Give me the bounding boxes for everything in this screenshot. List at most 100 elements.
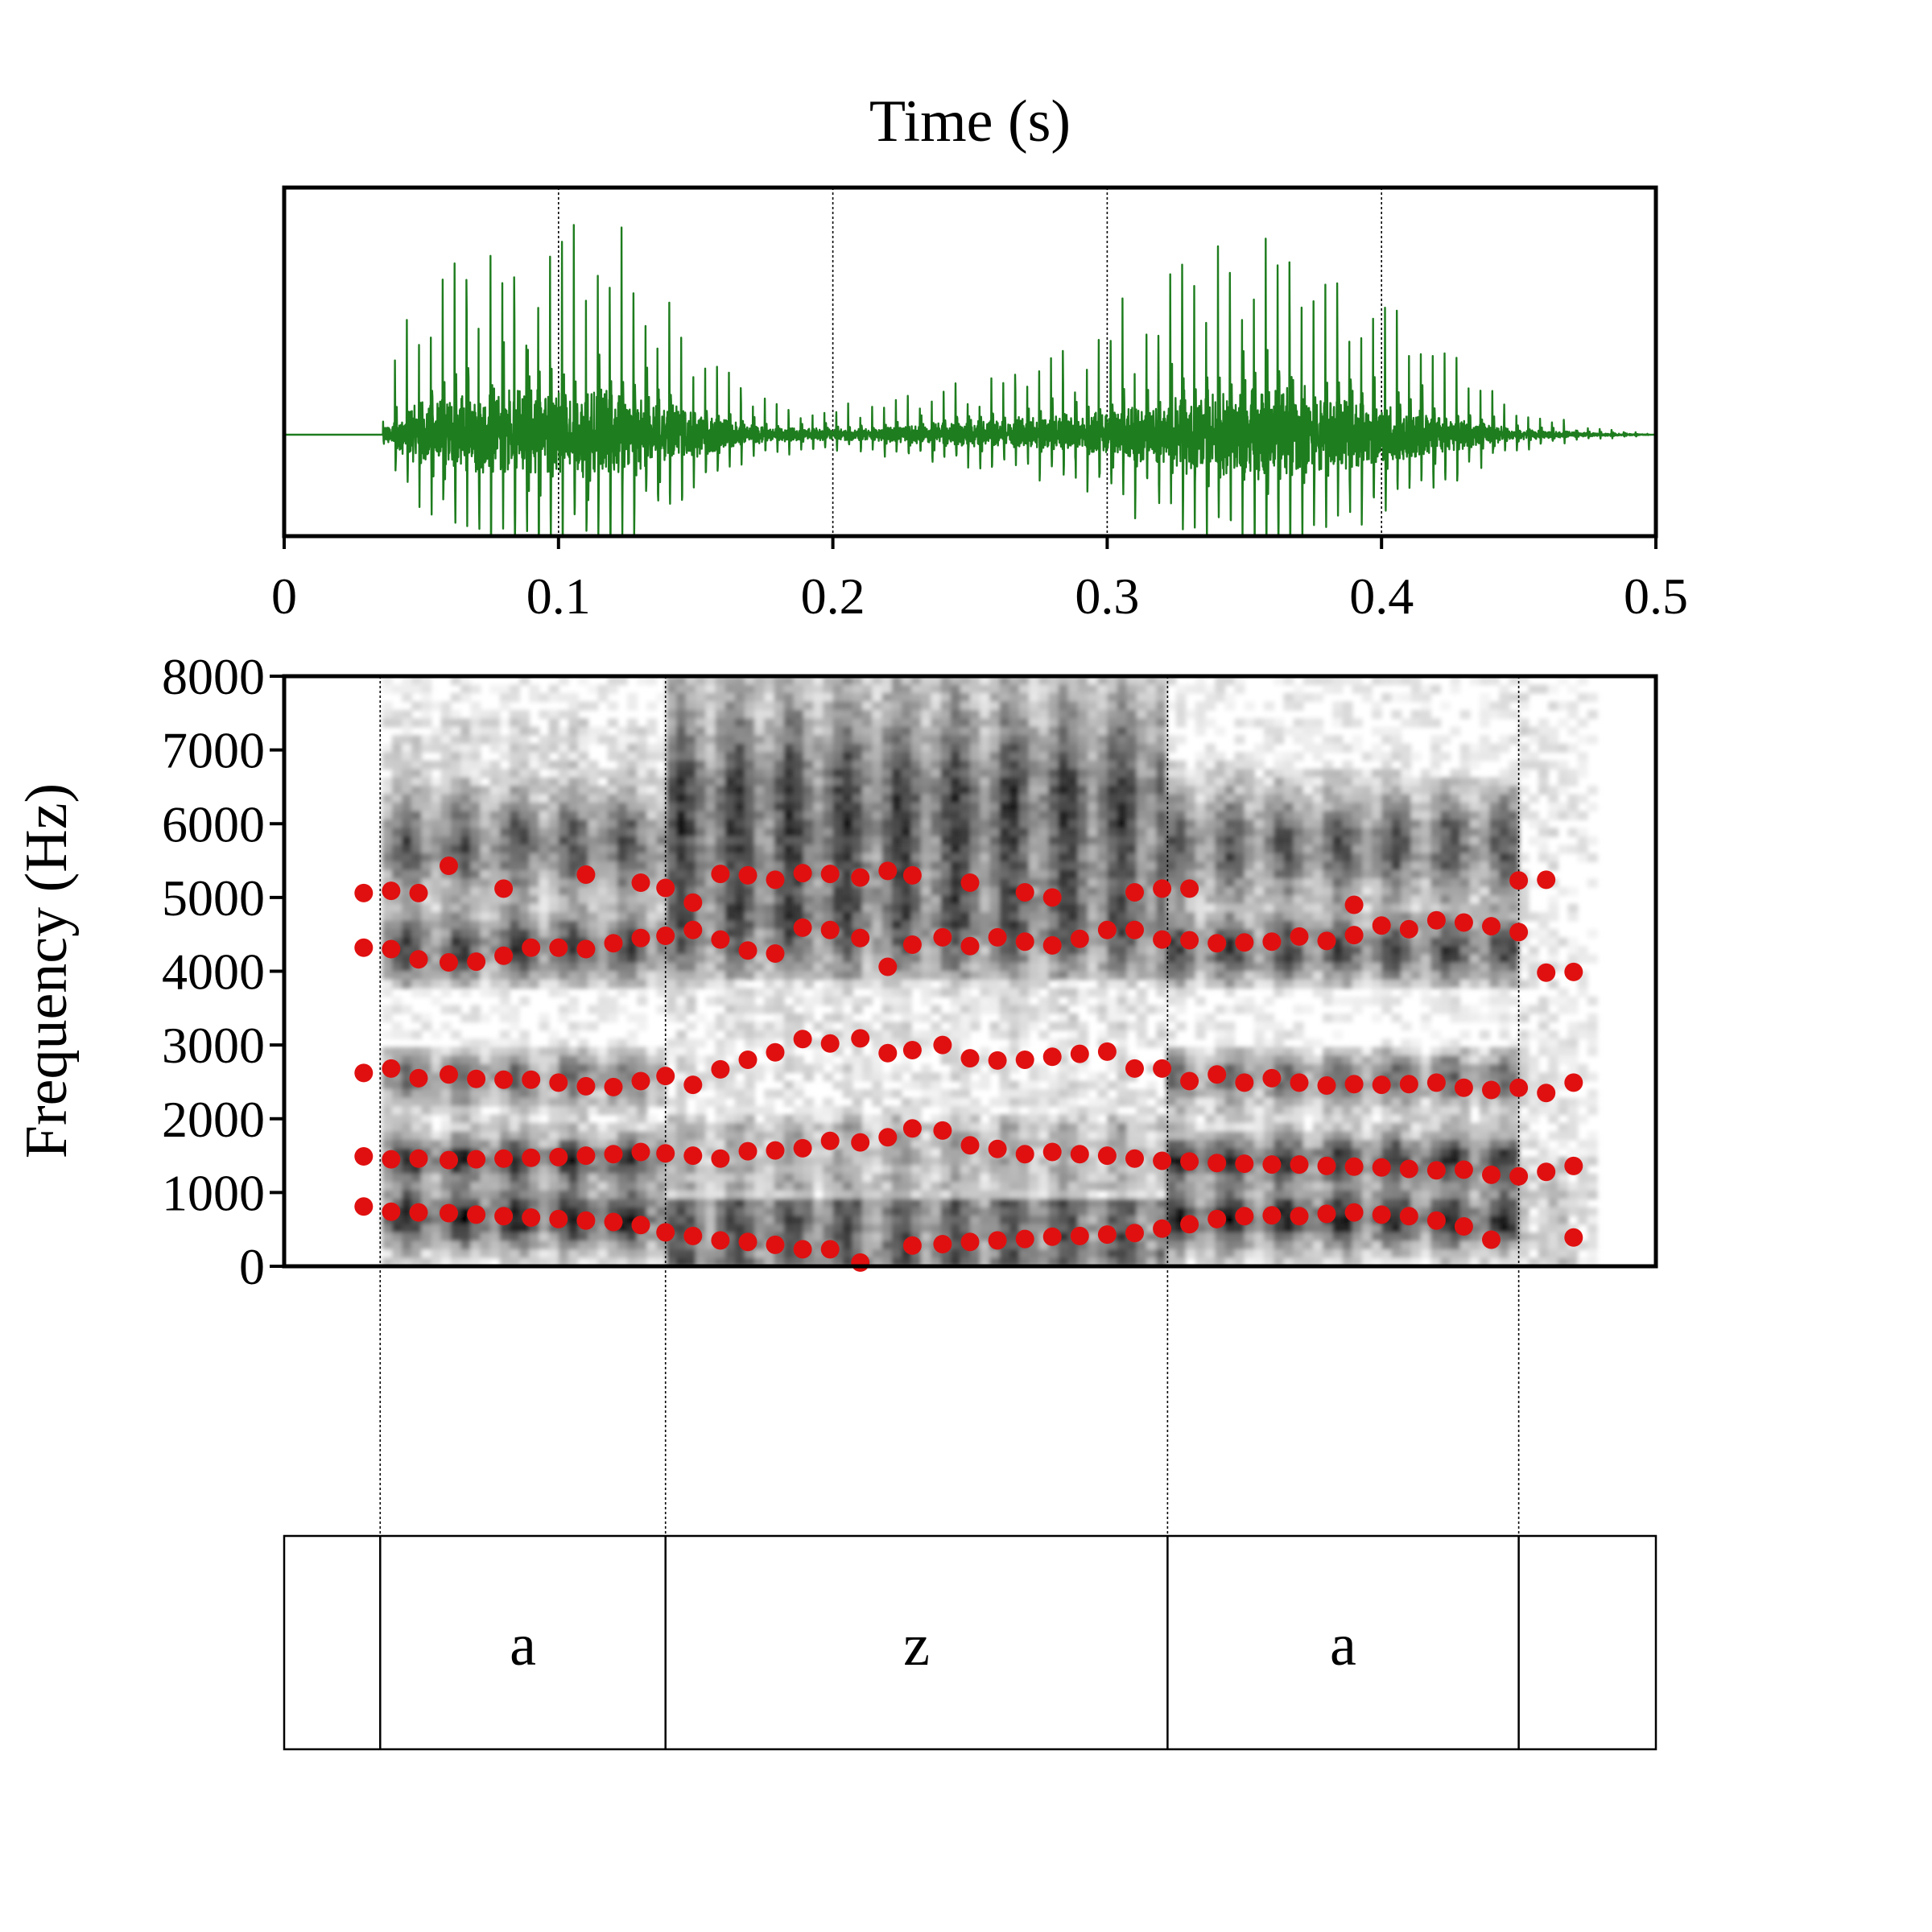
formant-point-f2: [1344, 1157, 1364, 1176]
formant-point-f4: [1399, 919, 1418, 939]
formant-point-f4: [656, 927, 675, 945]
formant-point-f4: [738, 941, 758, 960]
formant-point-f2: [1537, 1162, 1556, 1182]
formant-point-f3: [960, 1049, 980, 1068]
formant-point-f5: [409, 883, 428, 902]
x-tick-label: 0.2: [801, 568, 865, 625]
formant-point-f4: [1125, 920, 1144, 939]
formant-point-f3: [851, 1029, 870, 1048]
formant-point-f4: [1454, 913, 1473, 932]
formant-point-f5: [683, 893, 703, 912]
formant-point-f4: [631, 928, 650, 947]
formant-point-f1: [711, 1231, 730, 1250]
formant-point-f4: [1372, 916, 1391, 935]
waveform-x-axis: 0 0.1 0.2 0.3 0.4 0.5: [271, 536, 1688, 625]
formant-point-f4: [1344, 926, 1364, 945]
formant-point-f3: [604, 1077, 623, 1096]
formant-point-f2: [711, 1149, 730, 1168]
formant-point-f3: [1125, 1059, 1144, 1078]
formant-point-f4: [1482, 917, 1501, 936]
formant-point-f3: [1454, 1078, 1473, 1097]
formant-point-f5: [631, 873, 650, 892]
formant-point-f1: [1454, 1217, 1473, 1236]
y-tick-label: 6000: [162, 795, 265, 852]
formant-point-f1: [1042, 1227, 1062, 1246]
formant-point-f5: [1180, 879, 1199, 898]
formant-point-f5: [656, 878, 675, 898]
formant-point-f4: [1290, 927, 1309, 946]
formant-point-f3: [440, 1065, 458, 1084]
formant-point-f4: [440, 953, 458, 972]
formant-point-f4: [902, 935, 922, 954]
formant-point-f2: [683, 1146, 703, 1166]
formant-point-f5: [711, 865, 730, 884]
formant-point-f3: [1070, 1044, 1089, 1063]
formant-point-f1: [382, 1202, 401, 1221]
formant-point-f2: [1399, 1159, 1418, 1179]
formant-point-f2: [793, 1138, 812, 1158]
y-tick-label: 4000: [162, 943, 265, 1001]
formant-point-f4: [1564, 962, 1583, 981]
tier-interval-label: z: [903, 1612, 930, 1678]
formant-point-f3: [1015, 1051, 1034, 1069]
y-tick-label: 7000: [162, 722, 265, 779]
formant-point-f1: [1344, 1203, 1364, 1222]
formant-point-f3: [1097, 1042, 1117, 1061]
formant-point-f4: [793, 918, 812, 937]
formant-point-f3: [1399, 1075, 1418, 1094]
formant-point-f2: [960, 1136, 980, 1155]
formant-point-f1: [1235, 1207, 1254, 1226]
formant-point-f1: [1482, 1230, 1501, 1249]
formant-point-f5: [1153, 879, 1172, 898]
formant-point-f4: [988, 927, 1007, 947]
formant-point-f4: [820, 920, 840, 939]
formant-point-f4: [1317, 931, 1336, 951]
formant-point-f5: [793, 864, 812, 883]
formant-point-f2: [1426, 1161, 1446, 1180]
formant-point-f4: [1235, 933, 1254, 952]
formant-point-f3: [988, 1051, 1007, 1070]
formant-point-f4: [1042, 935, 1062, 955]
formant-point-f1: [354, 1197, 374, 1216]
formant-point-f2: [1070, 1145, 1089, 1164]
x-tick-label: 0.5: [1624, 568, 1688, 625]
formant-point-f2: [522, 1148, 541, 1167]
spectrogram-boundary-lines: [379, 676, 1520, 1536]
formant-point-f5: [494, 879, 514, 898]
formant-point-f1: [494, 1207, 514, 1226]
formant-point-f5: [354, 883, 374, 902]
formant-point-f3: [1153, 1059, 1172, 1078]
formant-point-f2: [1097, 1146, 1117, 1166]
formant-point-f3: [576, 1076, 596, 1096]
formant-point-f1: [522, 1208, 541, 1227]
formant-point-f1: [1125, 1224, 1144, 1243]
formant-point-f3: [1537, 1084, 1556, 1103]
formant-point-f2: [1482, 1165, 1501, 1184]
formant-point-f1: [604, 1212, 623, 1232]
formant-point-f3: [933, 1035, 952, 1055]
y-tick-label: 2000: [162, 1091, 265, 1148]
formant-point-f5: [902, 865, 922, 885]
formant-point-f1: [851, 1253, 870, 1272]
formant-point-f4: [1509, 923, 1529, 942]
formant-point-f2: [604, 1145, 623, 1164]
formant-point-f3: [1042, 1047, 1062, 1067]
formant-point-f2: [1015, 1145, 1034, 1164]
formant-point-f2: [988, 1139, 1007, 1158]
formant-point-f3: [1208, 1065, 1227, 1084]
formant-point-f3: [631, 1071, 650, 1091]
formant-point-f5: [440, 857, 458, 875]
formant-point-f3: [1509, 1078, 1529, 1097]
formant-point-f1: [1426, 1211, 1446, 1230]
x-tick-label: 0.4: [1349, 568, 1414, 625]
formant-point-f5: [1015, 883, 1034, 902]
formant-point-f2: [440, 1150, 458, 1170]
formant-point-f1: [933, 1235, 952, 1253]
y-tick-label: 8000: [162, 648, 265, 705]
formant-point-f1: [1208, 1209, 1227, 1228]
formant-point-f1: [1399, 1207, 1418, 1226]
formant-point-f1: [1262, 1206, 1282, 1225]
formant-point-f2: [382, 1150, 401, 1169]
